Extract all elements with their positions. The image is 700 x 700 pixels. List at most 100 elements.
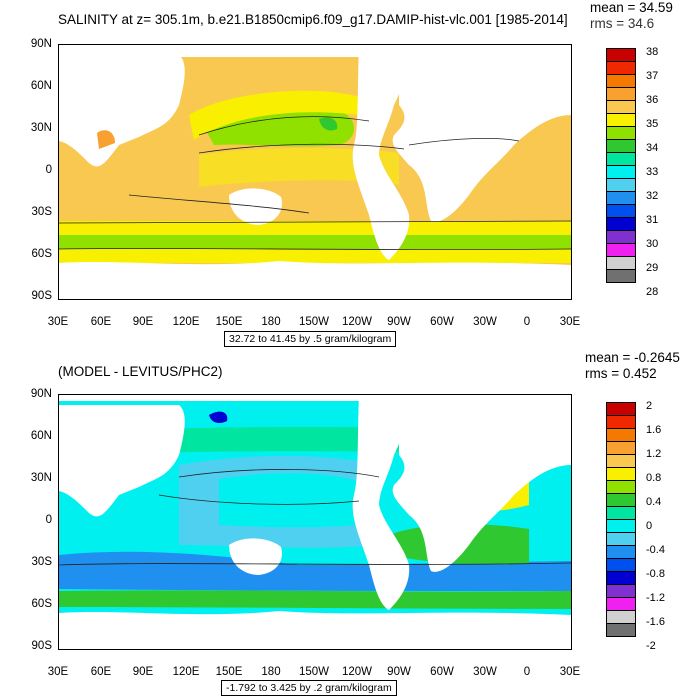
colorbar-swatch: [606, 243, 636, 257]
lon-label: 90E: [132, 316, 154, 328]
colorbar-label: 32: [646, 190, 659, 202]
colorbar-swatch: [606, 61, 636, 75]
lon-label: 180: [261, 666, 281, 678]
panel-title: (MODEL - LEVITUS/PHC2): [58, 364, 223, 379]
lon-label: 120E: [172, 316, 200, 328]
colorbar-swatch: [606, 519, 636, 533]
colorbar-label: 34: [646, 142, 659, 154]
lon-label: 150W: [298, 666, 330, 678]
lon-label: 180: [261, 316, 281, 328]
colorbar-swatch: [606, 571, 636, 585]
lon-label: 30W: [473, 666, 497, 678]
colorbar-label: -0.4: [646, 544, 665, 556]
colorbar-swatch: [606, 415, 636, 429]
lat-label: 60S: [31, 248, 52, 260]
colorbar-label: 31: [646, 214, 659, 226]
lon-label: 0: [523, 666, 531, 678]
colorbar-swatch: [606, 480, 636, 494]
colorbar-label: 0: [646, 520, 653, 532]
salinity-map: [58, 44, 572, 300]
lat-label: 30S: [31, 206, 52, 218]
colorbar-swatch: [606, 191, 636, 205]
colorbar-swatch: [606, 126, 636, 140]
lon-label: 150E: [215, 316, 243, 328]
lon-label: 30E: [47, 316, 69, 328]
colorbar-label: -1.2: [646, 592, 665, 604]
colorbar-label: 2: [646, 400, 653, 412]
colorbar-swatch: [606, 467, 636, 481]
lat-label: 30N: [30, 122, 52, 134]
lat-label: 30S: [31, 556, 52, 568]
colorbar-swatch: [606, 204, 636, 218]
lon-label: 90E: [132, 666, 154, 678]
lon-label: 90W: [387, 316, 411, 328]
colorbar-label: 38: [646, 46, 659, 58]
lat-label: 90S: [31, 290, 52, 302]
lon-label: 120W: [341, 666, 373, 678]
colorbar-swatch: [606, 493, 636, 507]
colorbar-swatch: [606, 584, 636, 598]
lon-label: 120W: [341, 316, 373, 328]
colorbar-swatch: [606, 152, 636, 166]
rms-value: rms = 34.6: [590, 16, 655, 31]
colorbar-swatch: [606, 217, 636, 231]
lon-label: 60E: [90, 316, 112, 328]
lon-label: 0: [523, 316, 531, 328]
colorbar-swatch: [606, 506, 636, 520]
colorbar-label: 37: [646, 70, 659, 82]
lon-label: 30E: [559, 666, 581, 678]
colorbar-label: 1.2: [646, 448, 662, 460]
lon-label: 60W: [430, 316, 454, 328]
contour-range-note: -1.792 to 3.425 by .2 gram/kilogram: [221, 680, 397, 696]
colorbar-swatch: [606, 545, 636, 559]
lon-label: 60W: [430, 666, 454, 678]
colorbar-swatch: [606, 48, 636, 62]
colorbar-swatch: [606, 100, 636, 114]
colorbar-swatch: [606, 597, 636, 611]
colorbar-swatch: [606, 532, 636, 546]
colorbar-label: 0.8: [646, 472, 662, 484]
colorbar-swatch: [606, 402, 636, 416]
contour-range-note: 32.72 to 41.45 by .5 gram/kilogram: [224, 331, 397, 347]
panel-title: SALINITY at z= 305.1m, b.e21.B1850cmip6.…: [58, 12, 568, 27]
colorbar-swatch: [606, 269, 636, 283]
lat-label: 0: [45, 164, 52, 176]
colorbar-swatch: [606, 230, 636, 244]
colorbar-swatch: [606, 165, 636, 179]
mean-value: mean = 34.59: [590, 0, 673, 15]
salinity-panel: SALINITY at z= 305.1m, b.e21.B1850cmip6.…: [30, 0, 673, 347]
lon-label: 30W: [473, 316, 497, 328]
lat-label: 60N: [30, 430, 52, 442]
colorbar-label: -1.6: [646, 616, 665, 628]
colorbar-swatch: [606, 441, 636, 455]
lat-label: 30N: [30, 472, 52, 484]
colorbar-label: 33: [646, 166, 659, 178]
colorbar-swatch: [606, 623, 636, 637]
lat-label: 60N: [30, 80, 52, 92]
lon-label: 30E: [47, 666, 69, 678]
lon-label: 30E: [559, 316, 581, 328]
difference-map: [58, 394, 572, 650]
colorbar-swatch: [606, 74, 636, 88]
colorbar-swatch: [606, 113, 636, 127]
colorbar-label: 0.4: [646, 496, 662, 508]
colorbar-label: -0.8: [646, 568, 665, 580]
map-field: [59, 45, 571, 299]
lat-label: 90S: [31, 640, 52, 652]
colorbar-swatch: [606, 87, 636, 101]
colorbar-swatch: [606, 178, 636, 192]
colorbar-label: 30: [646, 238, 659, 250]
lat-label: 60S: [31, 598, 52, 610]
lon-label: 60E: [90, 666, 112, 678]
colorbar-swatch: [606, 139, 636, 153]
colorbar-swatch: [606, 256, 636, 270]
colorbar-swatch: [606, 558, 636, 572]
lon-label: 90W: [387, 666, 411, 678]
colorbar-label: 29: [646, 262, 659, 274]
colorbar-swatch: [606, 454, 636, 468]
colorbar-label: 35: [646, 118, 659, 130]
difference-panel: (MODEL - LEVITUS/PHC2) mean = -0.2645 rm…: [0, 350, 700, 700]
colorbar-swatch: [606, 428, 636, 442]
map-field: [59, 395, 571, 649]
lat-label: 90N: [30, 388, 52, 400]
